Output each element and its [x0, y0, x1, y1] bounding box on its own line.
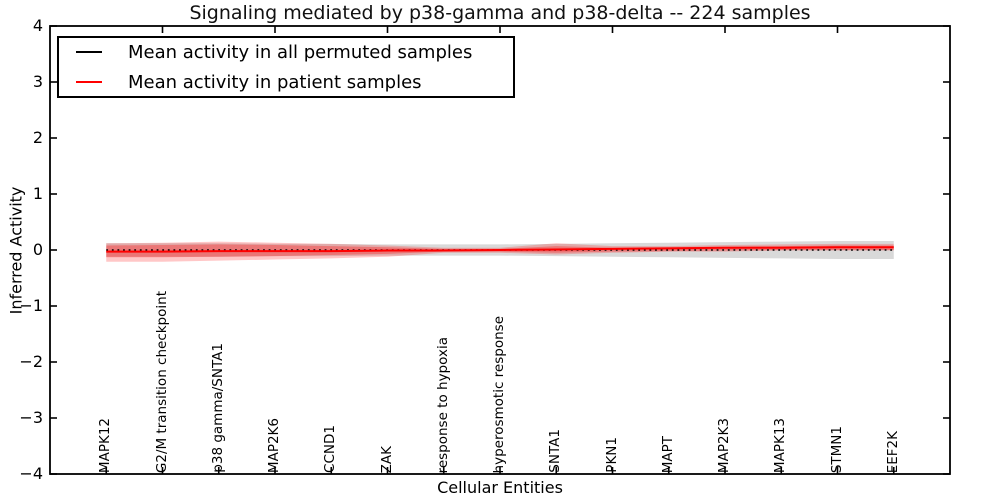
y-axis-title: Inferred Activity	[6, 186, 26, 315]
legend-swatch-permuted-line	[76, 51, 102, 53]
x-tick-label-zak: ZAK	[378, 445, 395, 473]
x-tick-label-snta1: SNTA1	[547, 429, 564, 473]
series-line-patient	[106, 246, 894, 253]
legend-label-patient: Mean activity in patient samples	[128, 71, 422, 93]
x-tick-label-p38-gamma-snta1: p38 gamma/SNTA1	[209, 343, 226, 473]
x-axis-title: Cellular Entities	[437, 478, 563, 497]
y-tick-label: 4	[32, 16, 43, 35]
x-tick-label-map2k6: MAP2K6	[266, 417, 282, 473]
x-tick-label-ccnd1: CCND1	[322, 425, 339, 473]
legend-swatch-patient-line	[76, 81, 102, 83]
x-tick-label-mapk13: MAPK13	[772, 417, 789, 473]
x-tick-label-response-to-hypoxia: response to hypoxia	[434, 336, 451, 473]
y-tick-label: 2	[32, 128, 43, 147]
x-tick-label-g2-m-transition-checkpoint: G2/M transition checkpoint	[153, 290, 170, 473]
y-tick-label: −1	[19, 296, 43, 315]
legend: Mean activity in all permuted samples Me…	[57, 36, 515, 98]
legend-item-permuted: Mean activity in all permuted samples	[59, 39, 513, 65]
chart-title: Signaling mediated by p38-gamma and p38-…	[189, 2, 811, 24]
x-tick-label-map2k3: MAP2K3	[716, 417, 732, 473]
x-tick-label-pkn1: PKN1	[603, 437, 620, 473]
y-tick-label: 0	[32, 240, 43, 259]
legend-item-patient: Mean activity in patient samples	[59, 69, 513, 95]
y-tick-label: 1	[32, 184, 43, 203]
x-tick-label-hyperosmotic-response: hyperosmotic response	[491, 315, 507, 473]
y-tick-label: −4	[19, 464, 43, 483]
x-tick-label-mapt: MAPT	[659, 435, 676, 473]
legend-label-permuted: Mean activity in all permuted samples	[128, 41, 473, 63]
patient-spread-outer-band	[106, 241, 894, 262]
x-tick-label-mapk12: MAPK12	[97, 417, 114, 473]
x-tick-label-eef2k: EEF2K	[884, 430, 901, 473]
y-tick-label: −2	[19, 352, 43, 371]
x-tick-label-stmn1: STMN1	[828, 425, 845, 473]
y-tick-label: −3	[19, 408, 43, 427]
y-tick-label: 3	[32, 72, 43, 91]
